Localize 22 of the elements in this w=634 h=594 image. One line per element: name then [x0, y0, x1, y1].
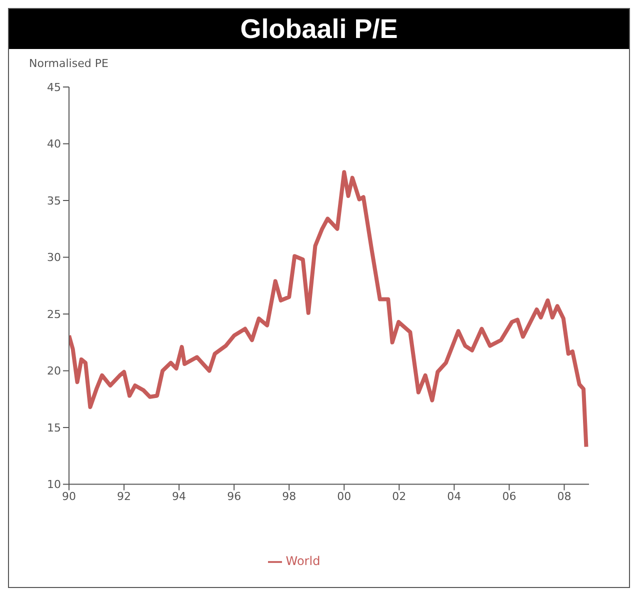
x-tick-label: 94	[172, 490, 186, 504]
y-tick-label: 10	[47, 478, 61, 492]
y-axis-title: Normalised PE	[29, 57, 110, 70]
x-tick-label: 08	[557, 490, 572, 504]
y-tick-label: 30	[47, 251, 61, 264]
legend-label: World	[286, 554, 320, 568]
y-tick-label: 45	[47, 80, 61, 94]
y-tick-label: 25	[47, 308, 61, 321]
x-tick-label: 92	[117, 490, 132, 504]
x-tick-label: 98	[282, 490, 296, 504]
y-tick-label: 20	[47, 364, 61, 378]
x-tick-label: 96	[227, 490, 242, 504]
x-tick-label: 00	[337, 490, 352, 504]
y-tick-label: 15	[47, 421, 61, 434]
x-tick-label: 90	[62, 490, 76, 504]
y-tick-label: 40	[47, 138, 61, 151]
x-tick-label: 04	[447, 490, 462, 504]
x-tick-label: 06	[502, 490, 516, 504]
y-tick-label: 35	[47, 194, 61, 208]
chart-title: Globaali P/E	[9, 9, 629, 49]
x-tick-label: 02	[392, 490, 406, 504]
line-series	[69, 170, 588, 449]
